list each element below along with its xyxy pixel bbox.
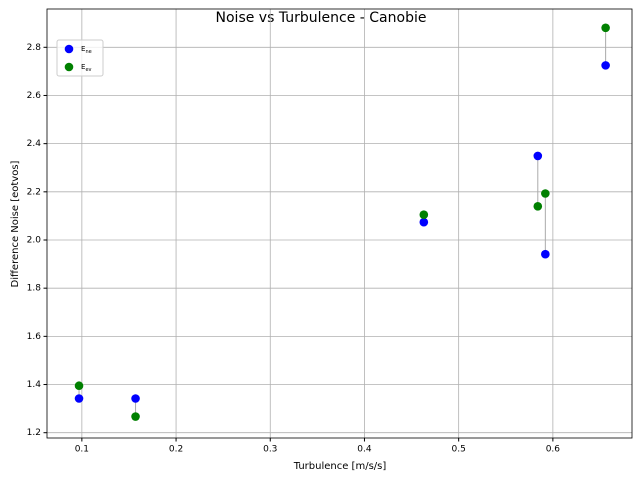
point [419,210,429,220]
legend-label: Eev [81,63,92,73]
x-tick-label: 0.2 [169,445,183,455]
y-tick-label: 2.6 [27,91,42,101]
legend-label-sub: ev [85,67,91,73]
point [74,394,84,403]
point [131,412,140,421]
point [601,61,610,70]
y-tick-label: 1.8 [27,284,42,294]
y-tick-label: 1.2 [27,428,41,438]
legend-marker [64,44,74,54]
legend-label-sub: ne [85,49,91,55]
x-tick-label: 0.4 [357,445,372,455]
plot-frame [46,8,633,439]
point [541,189,550,198]
legend-marker [64,62,74,72]
y-tick-label: 2.4 [27,139,42,149]
x-tick-label: 0.6 [546,445,561,455]
legend-label-base: E [81,63,85,71]
x-axis-label: Turbulence [m/s/s] [293,461,387,472]
chart-title: Noise vs Turbulence - Canobie [216,10,427,26]
legend-box [56,39,104,77]
x-tick-label: 0.3 [263,445,277,455]
point [74,381,84,391]
y-tick-label: 2.2 [27,187,41,197]
point [541,249,550,259]
x-tick-label: 0.1 [75,445,89,455]
point [419,217,429,227]
point [131,394,140,403]
y-axis-label: Difference Noise [eotvos] [10,160,21,287]
x-tick-label: 0.5 [452,445,466,455]
point [533,201,543,211]
y-tick-label: 2.8 [27,43,42,53]
y-tick-label: 1.6 [27,332,42,342]
y-tick-label: 2.0 [27,236,42,246]
legend-label: Ene [81,45,92,55]
point [533,151,543,161]
legend-label-base: E [81,45,85,53]
point [601,23,610,33]
y-tick-label: 1.4 [27,380,42,390]
